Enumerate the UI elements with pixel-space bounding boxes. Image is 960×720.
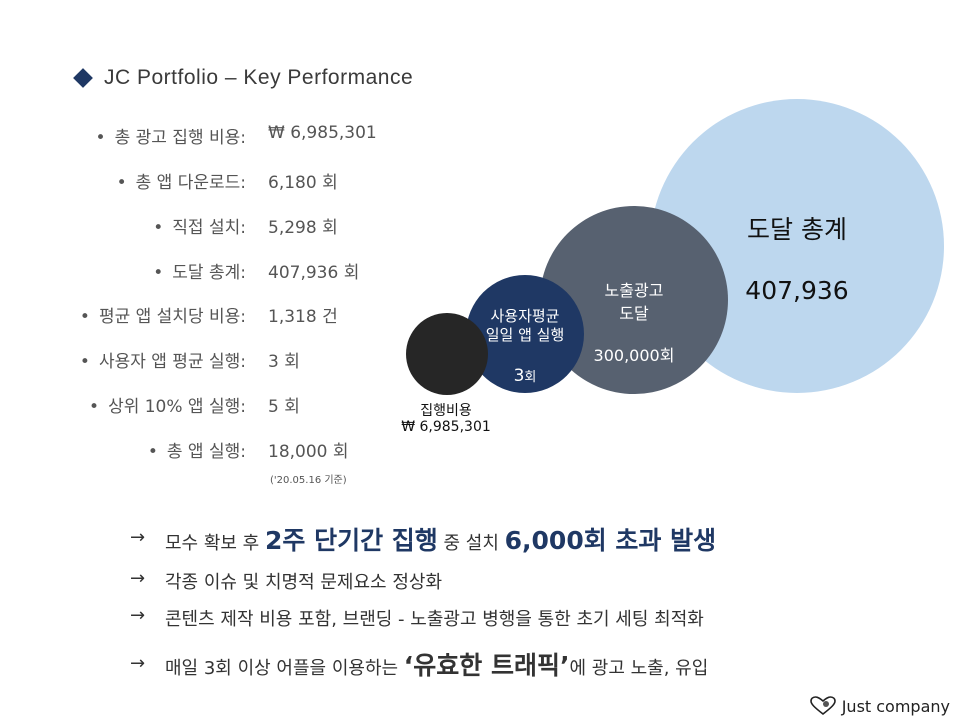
arrow-icon: → xyxy=(130,527,146,548)
metric-row: 평균 앱 설치당 비용: xyxy=(0,302,246,328)
metric-label: 총 광고 집행 비용: xyxy=(96,123,246,148)
bullet-text: 콘텐츠 제작 비용 포함, 브랜딩 - 노출광고 병행을 통한 초기 세팅 최적… xyxy=(165,609,704,630)
page-title: JC Portfolio – Key Performance xyxy=(72,66,413,90)
bullet-text: 에 광고 노출, 유입 xyxy=(569,658,709,679)
bullet-text: 6,000회 초과 발생 xyxy=(504,526,717,555)
metric-row: 사용자 앱 평균 실행: xyxy=(0,347,246,373)
bullet-text: 각종 이슈 및 치명적 문제요소 정상화 xyxy=(165,572,443,593)
company-logo: Just company xyxy=(809,696,950,716)
bullet-text: 중 설치 xyxy=(437,533,505,554)
heart-logo-icon xyxy=(809,696,836,716)
bullet-line: 매일 3회 이상 어플을 이용하는 ‘유효한 트래픽’에 광고 노출, 유입 xyxy=(165,646,708,682)
metric-label: 평균 앱 설치당 비용: xyxy=(80,302,246,327)
bubble-daily-label: 사용자평균 xyxy=(490,307,560,325)
metric-label: 직접 설치: xyxy=(153,213,246,238)
bubble-impressions-label2: 도달 xyxy=(619,304,649,323)
bubble-daily-value: 3회 xyxy=(470,366,580,386)
bullet-text: 2주 단기간 집행 xyxy=(264,526,438,555)
metric-value: 3 회 xyxy=(268,352,300,372)
metric-label: 총 앱 다운로드: xyxy=(117,168,246,193)
bubble-impressions-label: 노출광고 xyxy=(604,281,664,300)
bubble-cost-value: ₩ 6,985,301 xyxy=(401,419,491,435)
bullet-text: 모수 확보 후 xyxy=(165,533,265,554)
metric-row: 도달 총계: xyxy=(0,258,246,284)
arrow-icon: → xyxy=(130,605,146,626)
metric-label: 상위 10% 앱 실행: xyxy=(89,392,246,417)
bubble-reach-value: 407,936 xyxy=(745,276,849,305)
bubble-impressions-value: 300,000회 xyxy=(593,346,675,365)
metric-value: 407,936 회 xyxy=(268,263,360,283)
metric-row: 상위 10% 앱 실행: xyxy=(0,392,246,418)
metric-label: 총 앱 실행: xyxy=(148,437,246,462)
metric-row: 총 앱 다운로드: xyxy=(0,168,246,194)
date-note: ('20.05.16 기준) xyxy=(270,475,347,486)
metric-value: ₩ 6,985,301 xyxy=(268,123,377,143)
bullet-text: ‘유효한 트래픽’ xyxy=(403,651,570,680)
bubble-daily-label2: 일일 앱 실행 xyxy=(485,326,565,344)
logo-text: Just company xyxy=(841,696,950,716)
metric-row: 총 광고 집행 비용: xyxy=(0,123,246,149)
arrow-icon: → xyxy=(130,568,146,589)
metric-value: 18,000 회 xyxy=(268,442,349,462)
bubble-daily-value-unit: 회 xyxy=(524,370,537,385)
bullet-line: 각종 이슈 및 치명적 문제요소 정상화 xyxy=(165,568,442,594)
metric-value: 1,318 건 xyxy=(268,307,338,327)
bullet-text: 매일 3회 이상 어플을 이용하는 xyxy=(165,658,404,679)
arrow-icon: → xyxy=(130,653,146,674)
metric-value: 5 회 xyxy=(268,397,300,417)
bullet-line: 모수 확보 후 2주 단기간 집행 중 설치 6,000회 초과 발생 xyxy=(165,521,716,557)
bubble-impressions xyxy=(540,206,728,394)
bubble-reach-label: 도달 총계 xyxy=(747,215,847,244)
bullet-line: 콘텐츠 제작 비용 포함, 브랜딩 - 노출광고 병행을 통한 초기 세팅 최적… xyxy=(165,605,704,631)
bubble-daily-value-num: 3 xyxy=(513,366,525,386)
metric-label: 도달 총계: xyxy=(153,258,246,283)
metric-label: 사용자 앱 평균 실행: xyxy=(80,347,246,372)
bubble-daily-runs xyxy=(466,275,584,393)
metric-row: 총 앱 실행: xyxy=(0,437,246,463)
metric-value: 5,298 회 xyxy=(268,218,338,238)
metric-row: 직접 설치: xyxy=(0,213,246,239)
page-title-text: JC Portfolio – Key Performance xyxy=(104,66,414,89)
bubble-cost xyxy=(406,313,488,395)
metric-value: 6,180 회 xyxy=(268,173,338,193)
bubble-cost-label: 집행비용 xyxy=(420,403,472,419)
